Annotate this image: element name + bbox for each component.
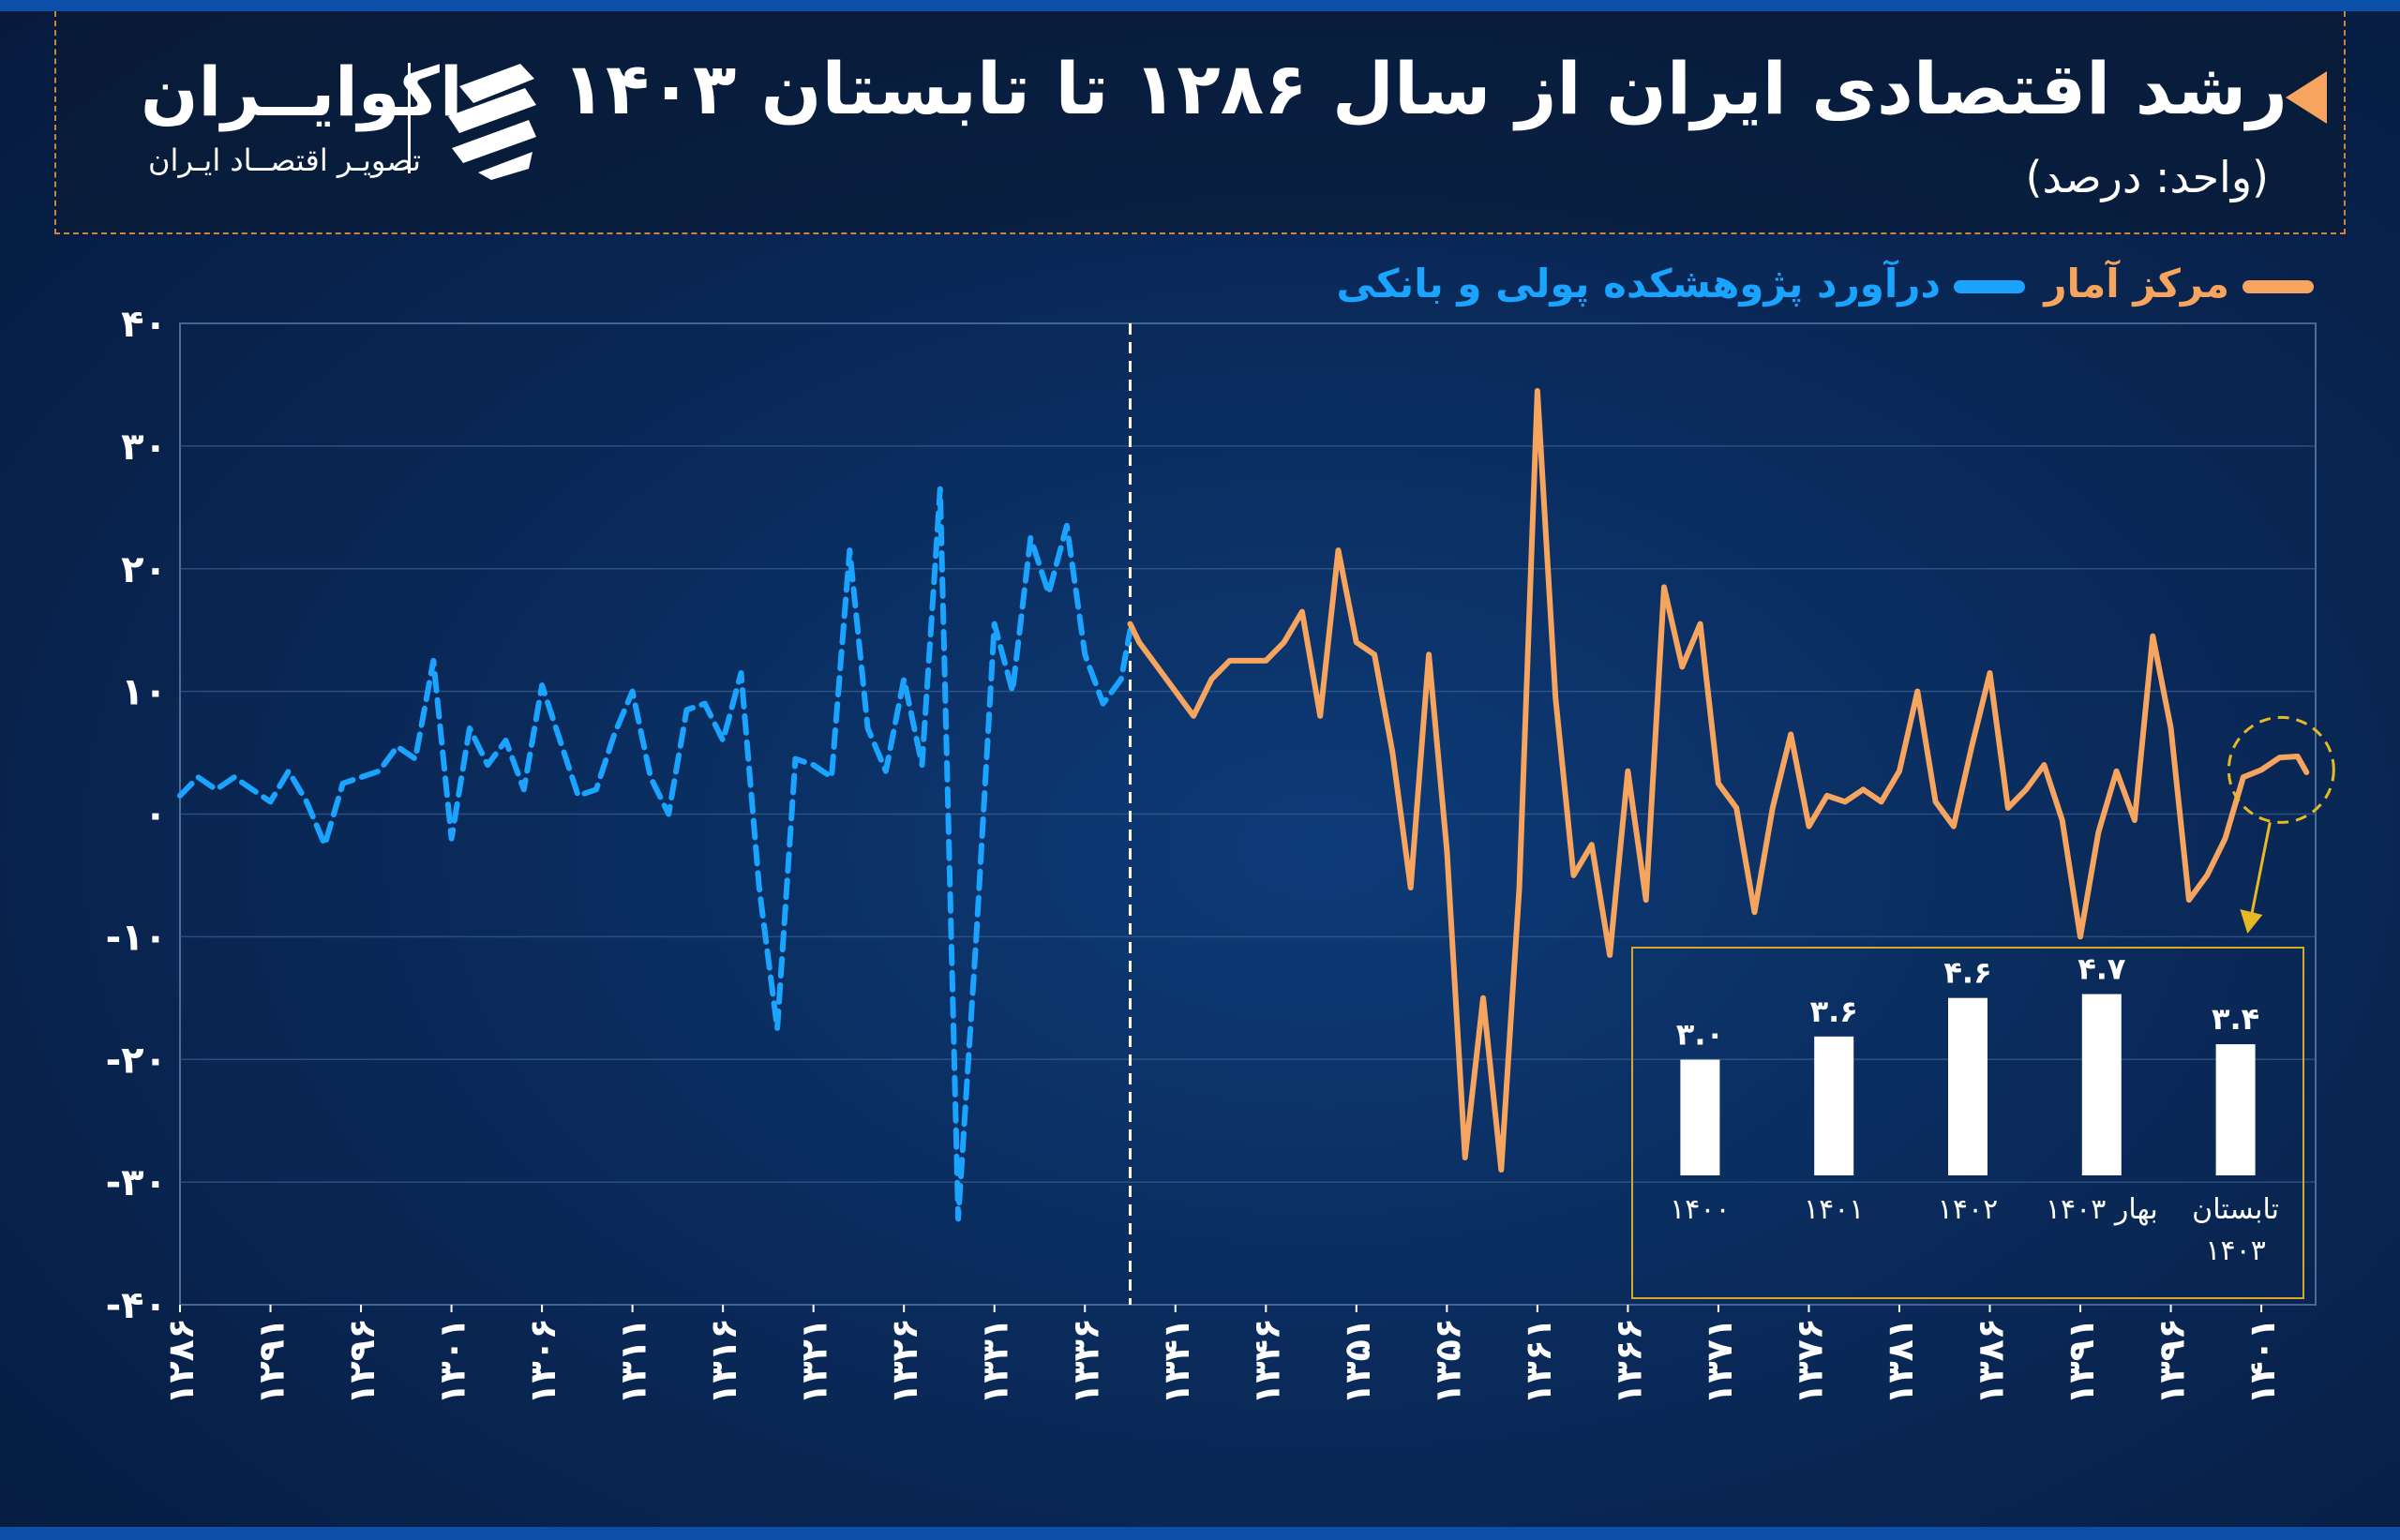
x-tick-label: ۱۳۸۶ [1971,1318,2012,1405]
ecoiran-stripes-logo-icon [448,64,536,180]
inset-category-label: تابستان ۱۴۰۳ [2192,1193,2279,1267]
y-axis: ۴۰ ۳۰ ۲۰ ۱۰ ۰ -۱۰ -۲۰ -۳۰ -۴۰ [106,303,167,1327]
x-tick-label: ۱۳۳۶ [1065,1318,1106,1405]
highlight-callout [2227,715,2335,934]
inset-value-label: ۴.۶ [1943,955,1991,991]
brand-separator [408,63,411,173]
x-tick-label: ۱۳۵۶ [1427,1318,1468,1405]
inset-category-label: ۱۴۰۲ [1938,1193,1998,1226]
x-tick-label: ۱۳۰۶ [522,1318,563,1405]
inset-frame [1631,947,2304,1299]
y-tick-label: ۱۰ [121,671,167,714]
x-axis: ۱۲۸۶ ۱۲۹۱ ۱۲۹۶ ۱۳۰۱ ۱۳۰۶ ۱۳۱۱ ۱۳۱۶ ۱۳۲۱ ۱۳۲۶ ۱۳۳۱… [160,1305,2283,1405]
highlight-circle [2227,715,2335,824]
x-tick-label: ۱۳۹۱ [2061,1318,2102,1405]
callout-arrow-head [2240,909,2263,934]
chart-title: رشد اقتصادی ایران از سال ۱۲۸۶ تا تابستان… [562,47,2288,130]
inset-value-label: ۴.۷ [2078,951,2126,987]
x-tick-label: ۱۳۸۱ [1880,1318,1921,1405]
inset-bar [2081,994,2122,1175]
x-tick-label: ۱۳۹۶ [2152,1318,2193,1405]
x-tick-label: ۱۳۱۱ [613,1318,654,1405]
chart-series [177,388,2310,1222]
inset-bar [1814,1036,1854,1175]
inset-category-label: بهار ۱۴۰۳ [2046,1193,2158,1226]
y-tick-label: ۰ [144,794,167,837]
x-tick-label: ۱۳۵۱ [1337,1318,1378,1405]
legend-item-estimate: درآورد پژوهشکده پولی و بانکی [1336,261,2025,317]
legend-label-estimate: درآورد پژوهشکده پولی و بانکی [1336,261,1942,307]
y-tick-label: ۳۰ [121,426,167,469]
inset-bar-chart: ۳.۰ ۱۴۰۰ ۳.۶ ۱۴۰۱ ۴.۶ ۱۴۰۲ ۴.۷ بهار ۱۴۰۳ ۳.۴ تابس… [1670,951,2279,1267]
inset-bar [2215,1044,2256,1175]
inset-value-label: ۳.۴ [2212,1001,2259,1037]
y-tick-label: ۲۰ [121,548,167,591]
y-tick-label: -۲۰ [106,1039,167,1082]
legend-item-official: مرکز آمار [2044,261,2314,317]
y-tick-label: ۴۰ [121,303,167,346]
callout-arrow-line [2249,822,2272,918]
chart-grid [179,322,2317,1306]
x-tick-label: ۱۳۲۱ [794,1318,835,1405]
legend-label-official: مرکز آمار [2044,261,2229,307]
legend-swatch-official [2242,279,2314,293]
inset-category-label: ۱۴۰۰ [1670,1193,1730,1226]
chart-unit-subtitle: (واحد: درصد) [2025,152,2270,202]
series-line-estimate [177,486,1133,1222]
chart-header: رشد اقتصادی ایران از سال ۱۲۸۶ تا تابستان… [54,11,2346,234]
y-tick-label: -۱۰ [106,916,167,959]
x-tick-label: ۱۳۳۱ [975,1318,1016,1405]
title-triangle-icon [2286,71,2327,124]
top-accent-bar [0,0,2400,11]
x-tick-label: ۱۳۰۱ [432,1318,473,1405]
x-tick-label: ۱۳۱۶ [703,1318,744,1405]
brand-tagline: تصویـر اقتصــاد ایـران [148,142,422,178]
legend-swatch-estimate [1954,279,2025,293]
brand-logo: اکوایــران تصویـر اقتصــاد ایـران [94,49,581,189]
x-tick-label: ۱۳۲۶ [884,1318,925,1405]
y-tick-label: -۳۰ [106,1161,167,1204]
bottom-accent-bar [0,1527,2400,1540]
x-tick-label: ۱۳۴۱ [1156,1318,1197,1405]
inset-category-label: ۱۴۰۱ [1804,1193,1864,1226]
x-tick-label: ۱۳۴۶ [1246,1318,1287,1405]
x-tick-label: ۱۳۶۶ [1608,1318,1649,1405]
y-tick-label: -۴۰ [106,1284,167,1327]
inset-bar [1680,1059,1720,1175]
series-line-official [1127,388,2310,1173]
x-tick-label: ۱۲۹۱ [251,1318,292,1405]
inset-bar [1948,997,1988,1175]
inset-value-label: ۳.۶ [1810,994,1858,1029]
x-tick-label: ۱۳۶۱ [1518,1318,1559,1405]
x-tick-label: ۱۴۰۱ [2242,1318,2283,1405]
x-tick-label: ۱۳۷۶ [1789,1318,1830,1405]
x-tick-label: ۱۲۹۶ [341,1318,382,1405]
inset-value-label: ۳.۰ [1676,1017,1724,1053]
x-tick-label: ۱۳۷۱ [1699,1318,1740,1405]
x-tick-label: ۱۲۸۶ [160,1318,202,1405]
